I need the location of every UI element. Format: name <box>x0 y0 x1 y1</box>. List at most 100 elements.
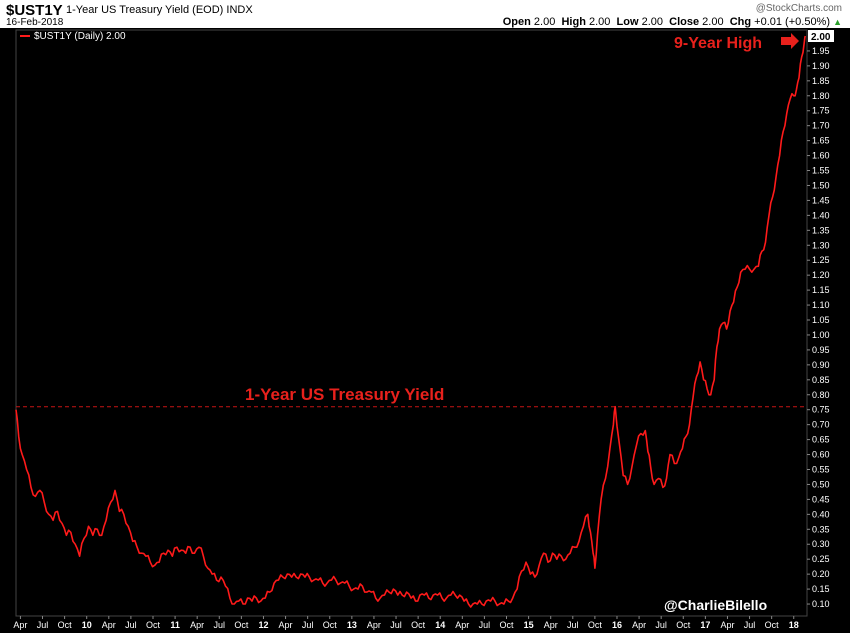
instrument-title: 1-Year US Treasury Yield (EOD) INDX <box>66 4 253 16</box>
last-value-box <box>808 30 834 42</box>
y-tick-label: 0.80 <box>812 390 830 400</box>
x-tick-label: 14 <box>435 620 445 630</box>
y-tick-label: 1.10 <box>812 300 830 310</box>
x-tick-label: Apr <box>544 620 558 630</box>
x-tick-label: 10 <box>82 620 92 630</box>
y-tick-label: 0.90 <box>812 360 830 370</box>
x-tick-label: Jul <box>37 620 49 630</box>
y-tick-label: 1.15 <box>812 285 830 295</box>
x-tick-label: Apr <box>720 620 734 630</box>
y-tick-label: 1.00 <box>812 330 830 340</box>
x-tick-label: Oct <box>234 620 249 630</box>
x-tick-label: 15 <box>524 620 534 630</box>
y-tick-label: 1.65 <box>812 136 830 146</box>
x-tick-label: 18 <box>789 620 799 630</box>
x-tick-label: Apr <box>13 620 27 630</box>
x-tick-label: Oct <box>411 620 426 630</box>
x-tick-label: 17 <box>700 620 710 630</box>
annotation-title: 1-Year US Treasury Yield <box>245 385 444 404</box>
legend-label: $UST1Y (Daily) 2.00 <box>34 31 126 42</box>
x-tick-label: Jul <box>655 620 667 630</box>
chg-value: +0.01 (+0.50%) <box>754 16 831 28</box>
x-tick-label: Oct <box>588 620 603 630</box>
y-tick-label: 1.50 <box>812 180 830 190</box>
last-value-label: 2.00 <box>811 32 831 43</box>
y-tick-label: 0.60 <box>812 450 830 460</box>
x-tick-label: Oct <box>323 620 338 630</box>
y-tick-label: 0.75 <box>812 405 830 415</box>
y-tick-label: 0.85 <box>812 375 830 385</box>
date-label: 16-Feb-2018 <box>6 17 64 28</box>
x-tick-label: 16 <box>612 620 622 630</box>
close-label: Close <box>669 16 700 28</box>
x-tick-label: Apr <box>632 620 646 630</box>
y-tick-label: 0.10 <box>812 599 830 609</box>
copyright-label: @StockCharts.com <box>755 3 842 14</box>
y-tick-label: 0.20 <box>812 569 830 579</box>
y-tick-label: 0.45 <box>812 494 830 504</box>
y-tick-label: 1.30 <box>812 240 830 250</box>
x-tick-label: Oct <box>765 620 780 630</box>
close-value: 2.00 <box>702 16 724 28</box>
y-tick-label: 1.85 <box>812 76 830 86</box>
high-value: 2.00 <box>588 16 611 28</box>
ohlc-readout: Open 2.00 High 2.00 Low 2.00 Close 2.00 … <box>503 16 842 28</box>
y-tick-label: 1.20 <box>812 270 830 280</box>
y-tick-label: 1.90 <box>812 61 830 71</box>
x-tick-label: Jul <box>125 620 137 630</box>
y-tick-label: 0.55 <box>812 465 830 475</box>
x-tick-label: Apr <box>455 620 469 630</box>
y-tick-label: 1.05 <box>812 315 830 325</box>
x-tick-label: Jul <box>302 620 314 630</box>
x-tick-label: Apr <box>279 620 293 630</box>
y-tick-label: 1.60 <box>812 151 830 161</box>
open-label: Open <box>502 16 531 28</box>
symbol-label: $UST1Y <box>6 2 63 19</box>
x-tick-label: Oct <box>676 620 691 630</box>
x-tick-label: 12 <box>258 620 268 630</box>
y-tick-label: 0.50 <box>812 479 830 489</box>
y-tick-label: 1.70 <box>812 121 830 131</box>
low-label: Low <box>616 16 639 28</box>
x-tick-label: 13 <box>347 620 357 630</box>
y-axis: 0.10 0.15 0.20 0.25 0.30 0.35 0.40 0.45 0.50 0.55… <box>807 46 830 609</box>
x-tick-label: Apr <box>367 620 381 630</box>
yield-series-line <box>15 35 806 608</box>
x-tick-label: Jul <box>390 620 402 630</box>
credit-label: @CharlieBilello <box>664 597 767 613</box>
y-tick-label: 0.15 <box>812 584 830 594</box>
arrow-right-icon <box>781 33 799 49</box>
y-tick-label: 1.75 <box>812 106 830 116</box>
open-value: 2.00 <box>533 16 556 28</box>
y-tick-label: 1.80 <box>812 91 830 101</box>
low-value: 2.00 <box>641 16 664 28</box>
y-tick-label: 0.30 <box>812 539 830 549</box>
x-tick-label: Jul <box>567 620 579 630</box>
legend: $UST1Y (Daily) 2.00 <box>20 31 126 42</box>
high-annotation-label: 9-Year High <box>674 35 762 52</box>
high-label: High <box>561 16 586 28</box>
y-tick-label: 1.45 <box>812 195 830 205</box>
y-tick-label: 1.40 <box>812 210 830 220</box>
x-axis: Apr Jul Oct 10 Apr Jul Oct 11 Apr Jul Oct 12 Apr Jul O… <box>13 616 799 630</box>
high-annotation: 9-Year High <box>674 33 799 52</box>
x-tick-label: 11 <box>170 620 180 630</box>
up-triangle-icon: ▲ <box>833 17 842 27</box>
plot-area <box>15 29 808 617</box>
y-tick-label: 0.70 <box>812 420 830 430</box>
y-tick-label: 0.35 <box>812 524 830 534</box>
y-tick-label: 0.25 <box>812 554 830 564</box>
x-tick-label: Jul <box>479 620 491 630</box>
y-tick-label: 1.55 <box>812 166 830 176</box>
y-tick-label: 1.95 <box>812 46 830 56</box>
y-tick-label: 0.95 <box>812 345 830 355</box>
y-tick-label: 0.65 <box>812 435 830 445</box>
chart-header: $UST1Y 1-Year US Treasury Yield (EOD) IN… <box>0 0 850 30</box>
exchange-label: INDX <box>226 4 253 16</box>
last-value-badge: 2.00 <box>808 30 834 43</box>
y-tick-label: 1.35 <box>812 225 830 235</box>
y-tick-label: 0.40 <box>812 509 830 519</box>
chg-label: Chg <box>729 16 752 28</box>
y-tick-label: 1.25 <box>812 255 830 265</box>
